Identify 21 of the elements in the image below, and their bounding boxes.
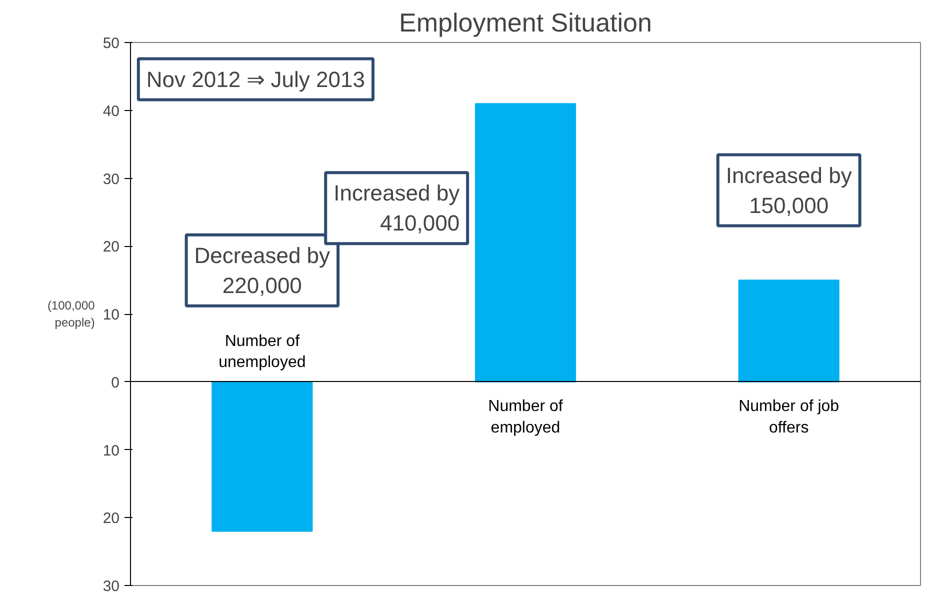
y-tick-label: 50 (102, 35, 120, 52)
annotation: Increased by 410,000 (334, 180, 460, 236)
y-tick-label: 10 (102, 306, 120, 324)
bar (212, 381, 313, 532)
y-tick-label: 0 (111, 374, 120, 392)
annotation: Nov 2012 ⇒ July 2013 (146, 66, 365, 92)
bar (738, 280, 840, 382)
x-tick-label: Number of job offers (738, 398, 840, 436)
chart-title: Employment Situation (399, 8, 652, 38)
annotation: Decreased by 220,000 (194, 242, 330, 298)
y-tick-label: 10 (102, 442, 120, 460)
y-axis-title: (100,000 people) (47, 298, 96, 330)
y-tick-label: 30 (102, 578, 120, 595)
x-tick-label: Number of unemployed (218, 332, 306, 372)
bar (474, 103, 576, 382)
y-tick-label: 40 (102, 102, 120, 120)
x-tick-label: Number of employed (488, 398, 564, 436)
y-tick-label: 20 (102, 238, 120, 256)
y-tick-label: 30 (102, 170, 120, 188)
annotation: Increased by 150,000 (726, 162, 852, 218)
y-tick-label: 20 (102, 510, 120, 528)
